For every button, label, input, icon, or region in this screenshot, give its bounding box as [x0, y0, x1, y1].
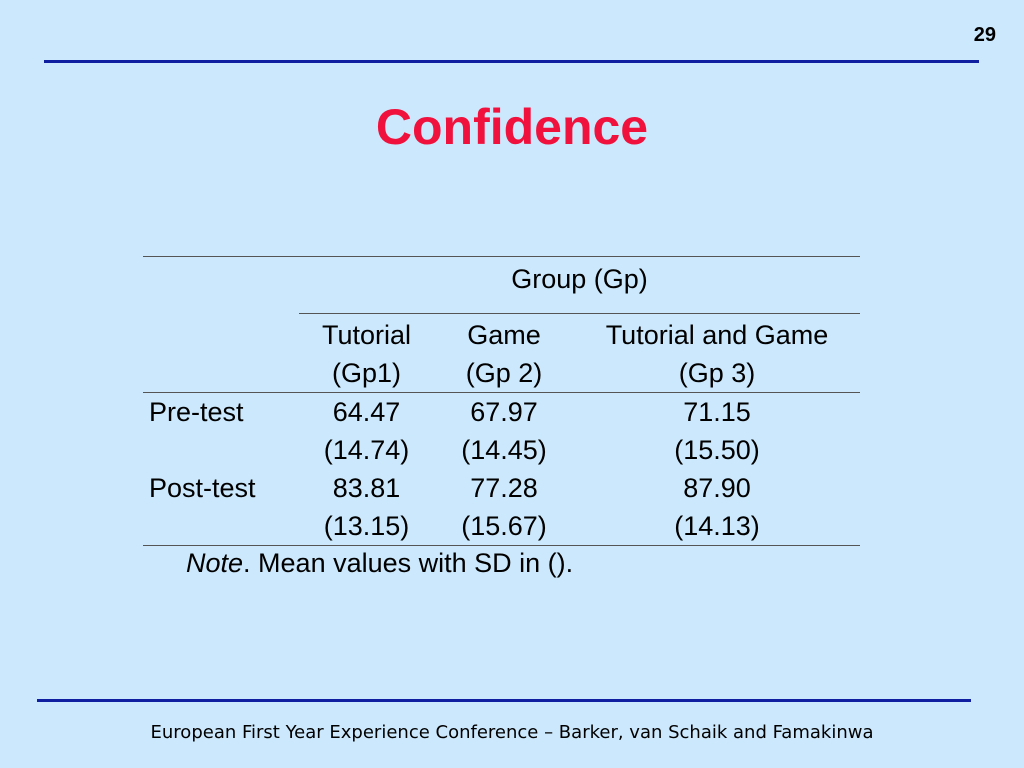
- table-row-pretest-sd: (14.74) (14.45) (15.50): [143, 431, 860, 469]
- top-divider: [44, 60, 979, 63]
- row-label-posttest: Post-test: [149, 473, 256, 503]
- column-header-gp3: Tutorial and Game: [574, 313, 860, 354]
- empty-label-cell: [143, 431, 299, 469]
- column-header-gp1: Tutorial: [299, 313, 434, 354]
- column-subheader-gp3: (Gp 3): [678, 358, 756, 388]
- cell-mean: 64.47: [299, 392, 434, 431]
- cell-sd: (15.67): [434, 507, 574, 546]
- bottom-divider: [37, 699, 971, 702]
- table-note: Note. Mean values with SD in ().: [186, 548, 573, 579]
- slide-number: 29: [973, 24, 996, 46]
- column-subheader-gp1: (Gp1): [331, 358, 402, 388]
- column-header-gp2: Game: [434, 313, 574, 354]
- group-header: Group (Gp): [299, 256, 860, 314]
- cell-sd: (14.13): [574, 507, 860, 546]
- results-table: Group (Gp) Tutorial Game Tutorial and Ga…: [143, 256, 860, 546]
- cell-mean: 83.81: [332, 473, 401, 503]
- empty-label-cell: [143, 507, 299, 546]
- cell-mean: 87.90: [683, 473, 751, 503]
- group-header-row: Group (Gp): [143, 256, 860, 314]
- cell-mean: 77.28: [470, 473, 538, 503]
- cell-sd: (15.50): [674, 435, 760, 465]
- table-row-posttest-mean: Post-test 83.81 77.28 87.90: [143, 469, 860, 507]
- cell-mean: 71.15: [574, 392, 860, 431]
- slide-title: Confidence: [375, 99, 649, 155]
- column-subheader-gp2: (Gp 2): [465, 358, 543, 388]
- cell-mean: 67.97: [434, 392, 574, 431]
- table-row-pretest-mean: Pre-test 64.47 67.97 71.15: [143, 392, 860, 431]
- footer-text: European First Year Experience Conferenc…: [150, 722, 874, 743]
- cell-sd: (13.15): [299, 507, 434, 546]
- column-header-row: Tutorial Game Tutorial and Game: [143, 313, 860, 355]
- cell-sd: (14.45): [461, 435, 547, 465]
- table-row-posttest-sd: (13.15) (15.67) (14.13): [143, 507, 860, 546]
- results-table-container: Group (Gp) Tutorial Game Tutorial and Ga…: [143, 256, 860, 546]
- empty-header-cell: [143, 314, 299, 355]
- empty-header-cell: [143, 256, 299, 314]
- column-subheader-row: (Gp1) (Gp 2) (Gp 3): [143, 354, 860, 393]
- note-text: . Mean values with SD in ().: [243, 548, 574, 578]
- row-label-pretest: Pre-test: [143, 392, 299, 431]
- empty-header-cell: [143, 354, 299, 393]
- note-label: Note: [186, 548, 244, 578]
- cell-sd: (14.74): [323, 435, 410, 465]
